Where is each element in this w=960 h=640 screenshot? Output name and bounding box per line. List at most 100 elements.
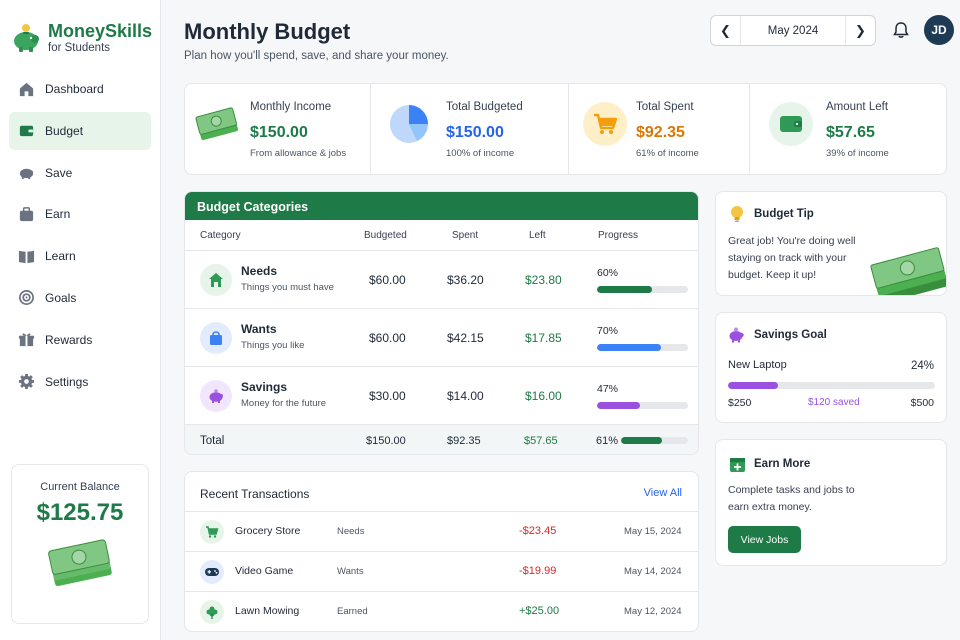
budget-tip-card: Budget Tip Great job! You're doing well … (715, 191, 947, 296)
earn-more-header: Earn More (728, 455, 810, 473)
sidebar-item-dashboard[interactable]: Dashboard (9, 70, 151, 108)
column-left: Left (529, 230, 546, 241)
piggy-bank-logo-icon (14, 24, 39, 52)
sidebar-item-label: Budget (45, 123, 84, 138)
transaction-amount: -$19.99 (519, 565, 557, 577)
budget-tip-title: Budget Tip (754, 208, 814, 220)
stat-total-spent: Total Spent $92.35 61% of income (569, 84, 750, 174)
sidebar-item-earn[interactable]: Earn (9, 195, 151, 233)
page-subtitle: Plan how you'll spend, save, and share y… (184, 50, 449, 62)
gear-icon (17, 373, 35, 391)
month-value[interactable]: May 2024 (767, 24, 819, 37)
stat-note: 100% of income (446, 148, 515, 159)
category-description: Things you like (241, 340, 305, 351)
earn-more-card: Earn More Complete tasks and jobs to ear… (715, 439, 947, 566)
sidebar-item-learn[interactable]: Learn (9, 237, 151, 275)
category-description: Things you must have (241, 282, 334, 293)
category-percent: 60% (597, 267, 619, 279)
sidebar-item-label: Learn (45, 249, 76, 264)
leaf-icon (200, 600, 224, 624)
calendar-plus-icon (728, 455, 746, 473)
budget-tip-header: Budget Tip (728, 205, 814, 223)
stat-title: Amount Left (826, 101, 889, 113)
sidebar: MoneySkills for Students Dashboard Budge… (0, 0, 161, 640)
transaction-row[interactable]: Grocery Store Needs -$23.45 May 15, 2024 (185, 512, 698, 552)
transaction-row[interactable]: Lawn Mowing Earned +$25.00 May 12, 2024 (185, 592, 698, 631)
sidebar-item-budget[interactable]: Budget (9, 111, 151, 150)
category-description: Money for the future (241, 398, 327, 409)
stat-title: Total Budgeted (446, 101, 523, 113)
home-icon (17, 80, 35, 98)
bell-icon[interactable] (891, 20, 911, 40)
goal-target-amount: $500 (910, 397, 934, 409)
sidebar-nav: Dashboard Budget Save Earn Learn Goals (0, 70, 160, 401)
next-month-button[interactable]: ❯ (845, 16, 875, 45)
category-left: $17.85 (525, 331, 562, 345)
sidebar-item-label: Goals (45, 290, 77, 305)
category-progress-bar (597, 402, 688, 409)
sidebar-item-label: Dashboard (45, 82, 104, 96)
gift-icon (17, 331, 35, 349)
category-budgeted: $60.00 (369, 273, 406, 287)
table-row[interactable]: Wants Things you like $60.00 $42.15 $17.… (185, 309, 698, 367)
cart-icon (583, 102, 627, 146)
goal-item-name: New Laptop (728, 359, 787, 371)
home-icon (200, 264, 232, 296)
earn-more-text: Complete tasks and jobs to earn extra mo… (728, 484, 855, 513)
brand[interactable]: MoneySkills for Students (0, 0, 160, 62)
sidebar-item-settings[interactable]: Settings (9, 363, 151, 401)
stat-amount-left: Amount Left $57.65 39% of income (750, 84, 946, 174)
book-icon (17, 247, 35, 265)
stat-monthly-income: Monthly Income $150.00 From allowance & … (185, 84, 371, 174)
category-name: Needs (241, 264, 278, 278)
transaction-date: May 15, 2024 (624, 526, 682, 537)
wallet-icon (17, 122, 35, 140)
category-progress-bar (597, 344, 688, 351)
savings-goal-title: Savings Goal (754, 329, 827, 341)
sidebar-item-goals[interactable]: Goals (9, 279, 151, 317)
column-spent: Spent (452, 230, 479, 241)
earn-more-title: Earn More (754, 458, 811, 470)
total-progress-bar (621, 437, 688, 444)
category-budgeted: $60.00 (369, 331, 406, 345)
piggy-bank-icon (728, 326, 746, 344)
page-title: Monthly Budget (184, 19, 351, 44)
cash-icon (195, 102, 239, 146)
transaction-date: May 14, 2024 (624, 566, 682, 577)
view-all-link[interactable]: View All (643, 487, 682, 499)
sidebar-item-rewards[interactable]: Rewards (9, 321, 151, 359)
stat-value: $150.00 (446, 124, 504, 141)
stat-total-budgeted: Total Budgeted $150.00 100% of income (371, 84, 569, 174)
table-row[interactable]: Savings Money for the future $30.00 $14.… (185, 367, 698, 425)
goal-start-amount: $250 (728, 397, 752, 409)
sidebar-item-save[interactable]: Save (9, 154, 151, 192)
previous-month-button[interactable]: ❮ (711, 16, 741, 45)
column-category: Category (200, 230, 241, 241)
category-percent: 47% (597, 383, 619, 395)
pie-chart-icon (387, 102, 431, 146)
stat-note: 61% of income (636, 148, 699, 159)
month-picker: ❮ May 2024 ❯ (710, 15, 876, 46)
view-jobs-button[interactable]: View Jobs (728, 526, 801, 553)
progress-fill (597, 344, 661, 351)
table-total-row: Total $150.00 $92.35 $57.65 61% (185, 425, 698, 454)
current-balance-card: Current Balance $125.75 (11, 464, 149, 624)
savings-goal-header: Savings Goal (728, 326, 827, 344)
total-percent: 61% (596, 435, 619, 447)
sidebar-item-label: Earn (45, 207, 71, 222)
progress-fill (597, 286, 652, 293)
stat-note: From allowance & jobs (250, 148, 347, 159)
column-progress: Progress (598, 230, 639, 241)
table-row[interactable]: Needs Things you must have $60.00 $36.20… (185, 251, 698, 309)
goal-progress-bar (728, 382, 935, 389)
stat-note: 39% of income (826, 148, 889, 159)
budget-categories-title: Budget Categories (185, 192, 698, 220)
avatar[interactable]: JD (924, 15, 954, 45)
category-percent: 70% (597, 325, 619, 337)
balance-label: Current Balance (40, 481, 120, 493)
budget-tip-text: Great job! You're doing well staying on … (728, 235, 856, 281)
gamepad-icon (200, 560, 224, 584)
savings-goal-card[interactable]: Savings Goal New Laptop 24% $250 $120 sa… (715, 312, 947, 423)
transaction-name: Video Game (235, 565, 294, 577)
transaction-row[interactable]: Video Game Wants -$19.99 May 14, 2024 (185, 552, 698, 592)
